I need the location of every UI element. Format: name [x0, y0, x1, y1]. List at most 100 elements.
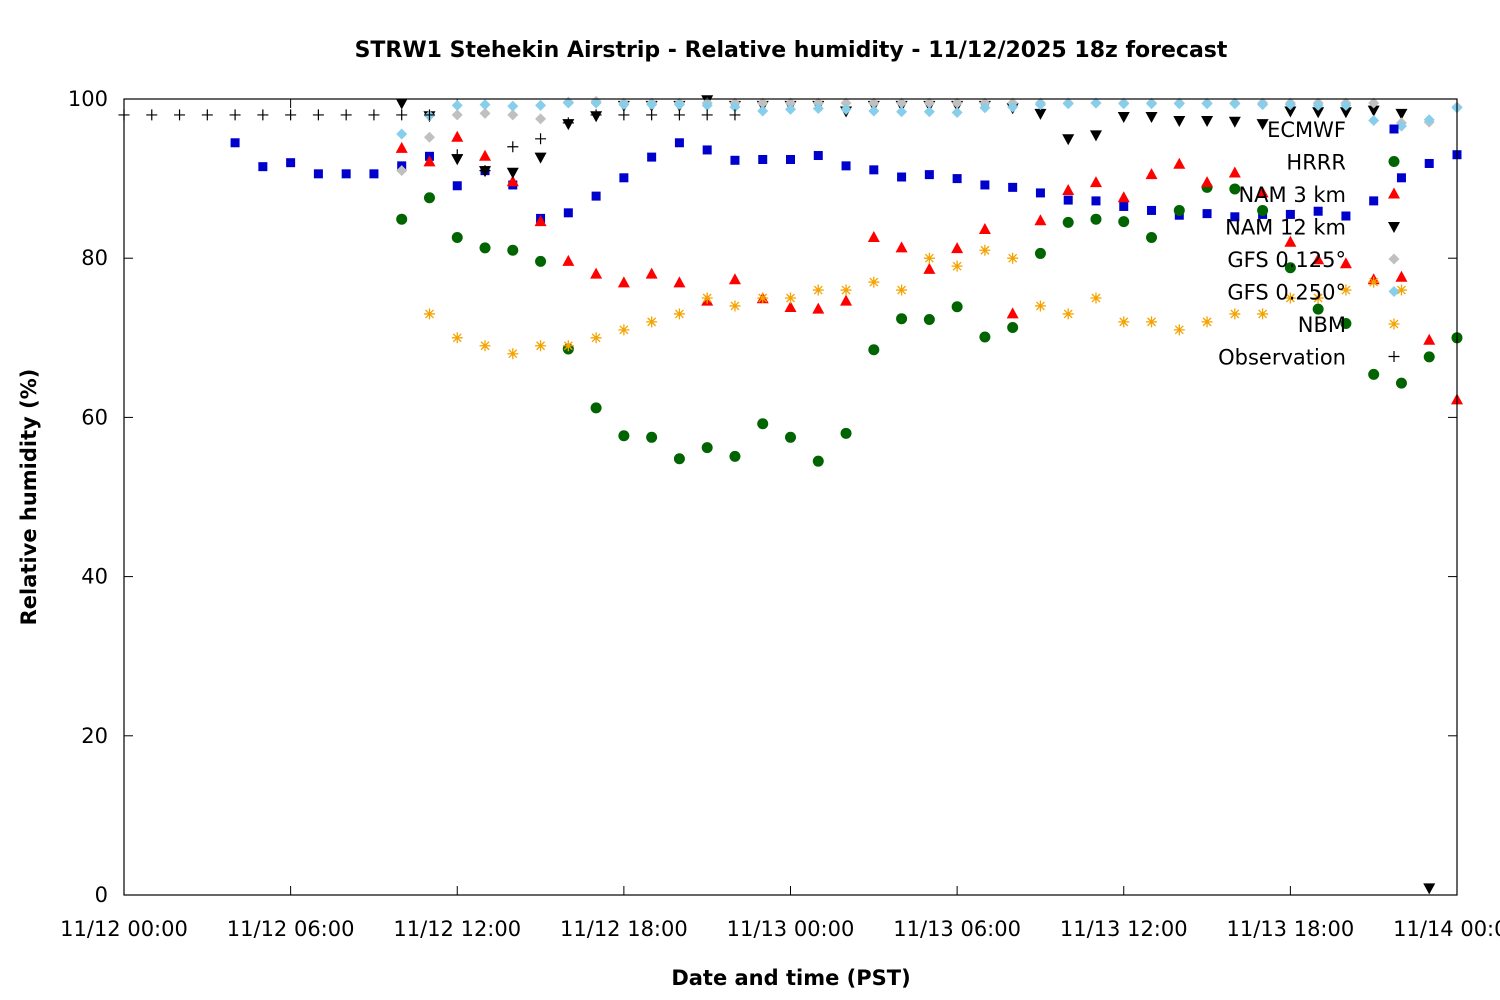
point-nbm [701, 292, 713, 304]
point-hrrr [1173, 204, 1185, 216]
point-observation [673, 109, 685, 121]
point-gfs-0-250 [1034, 99, 1046, 111]
point-hrrr [479, 242, 491, 254]
point-gfs-0-250 [1146, 98, 1158, 110]
point-ecmwf [869, 165, 879, 175]
point-observation [507, 141, 519, 153]
point-nam-12-km [1367, 105, 1380, 117]
point-hrrr [618, 430, 630, 442]
point-hrrr [1340, 317, 1352, 329]
point-hrrr [1118, 216, 1130, 228]
point-observation [312, 109, 324, 121]
point-nam-3-km [1062, 184, 1075, 196]
point-gfs-0-250 [701, 99, 713, 111]
point-nam-3-km [506, 175, 519, 187]
point-nam-12-km [1339, 107, 1352, 119]
tick-labels: 11/12 00:00 11/12 06:00 11/12 12:00 11/12 1… [60, 87, 1500, 941]
point-gfs-0-250 [979, 102, 991, 114]
point-gfs-0-250 [840, 103, 852, 115]
point-nbm [812, 284, 824, 296]
legend-label-nam-3-km: NAM 3 km [1238, 183, 1346, 207]
point-ecmwf [730, 155, 740, 165]
point-observation [368, 109, 380, 121]
point-hrrr [1007, 321, 1019, 333]
y-tick-label: 0 [95, 883, 108, 907]
point-nam-12-km [1423, 883, 1436, 895]
point-ecmwf [841, 161, 851, 171]
point-nam-3-km [1145, 168, 1158, 180]
point-ecmwf [258, 162, 268, 172]
point-gfs-0-250 [1007, 101, 1019, 113]
point-nbm [1257, 308, 1269, 320]
point-gfs-0-250 [618, 99, 630, 111]
point-hrrr [757, 418, 769, 430]
point-hrrr [1257, 204, 1269, 216]
point-nam-3-km [1173, 157, 1186, 169]
point-nam-3-km [867, 231, 880, 243]
y-tick-label: 60 [81, 405, 108, 429]
point-ecmwf [1285, 209, 1295, 219]
point-nam-3-km [534, 215, 547, 227]
point-nbm [1368, 276, 1380, 288]
point-ecmwf [1369, 196, 1379, 206]
point-gfs-0-250 [729, 101, 741, 113]
point-observation [562, 117, 574, 129]
y-tick-label: 40 [81, 565, 108, 589]
point-nbm [757, 292, 769, 304]
point-gfs-0-250 [1229, 98, 1241, 110]
point-nbm [618, 324, 630, 336]
point-nbm [1062, 308, 1074, 320]
point-gfs-0-250 [757, 105, 769, 117]
point-ecmwf [341, 169, 351, 179]
point-ecmwf [1063, 195, 1073, 205]
series-nbm [423, 244, 1407, 360]
point-nam-3-km [1034, 214, 1047, 226]
point-ecmwf [1396, 173, 1406, 183]
point-nbm [507, 348, 519, 360]
point-hrrr [951, 301, 963, 313]
point-ecmwf [452, 181, 462, 191]
legend-label-ecmwf: ECMWF [1267, 118, 1346, 142]
point-gfs-0-250 [1090, 97, 1102, 109]
point-observation [257, 109, 269, 121]
point-ecmwf [1035, 188, 1045, 198]
point-hrrr [785, 431, 796, 443]
point-ecmwf [1313, 206, 1323, 216]
point-nam-3-km [923, 262, 936, 274]
point-observation [646, 109, 658, 121]
x-tick-label: 11/12 06:00 [227, 917, 355, 941]
point-nbm [1395, 284, 1407, 296]
point-hrrr [535, 255, 547, 267]
legend-label-hrrr: HRRR [1286, 151, 1346, 175]
point-hrrr [673, 453, 685, 465]
point-nbm [590, 332, 602, 344]
point-nbm [923, 252, 935, 264]
point-nam-12-km [395, 98, 408, 110]
point-ecmwf [1091, 196, 1101, 206]
point-hrrr [590, 402, 602, 414]
point-nbm [1229, 308, 1241, 320]
point-hrrr [1090, 213, 1102, 225]
point-nbm [1312, 292, 1324, 304]
legend-marker-observation [1388, 351, 1400, 362]
point-nam-12-km [1173, 115, 1186, 127]
point-gfs-0-250 [1312, 99, 1324, 111]
point-nbm [673, 308, 685, 320]
point-ecmwf [1230, 212, 1240, 222]
point-gfs-0-250 [535, 99, 547, 111]
series-hrrr [396, 181, 1463, 467]
point-ecmwf [563, 208, 573, 218]
point-nbm [1340, 284, 1352, 296]
y-axis-label: Relative humidity (%) [17, 369, 41, 626]
point-nam-3-km [784, 301, 797, 313]
point-observation [396, 109, 408, 121]
point-gfs-0-250 [507, 100, 519, 112]
point-ecmwf [924, 170, 934, 180]
point-gfs-0-250 [1062, 98, 1074, 110]
point-observation [174, 109, 186, 121]
point-ecmwf [674, 138, 684, 148]
x-axis-label: Date and time (PST) [671, 966, 910, 990]
point-nam-3-km [812, 302, 825, 314]
point-hrrr [1395, 377, 1407, 389]
